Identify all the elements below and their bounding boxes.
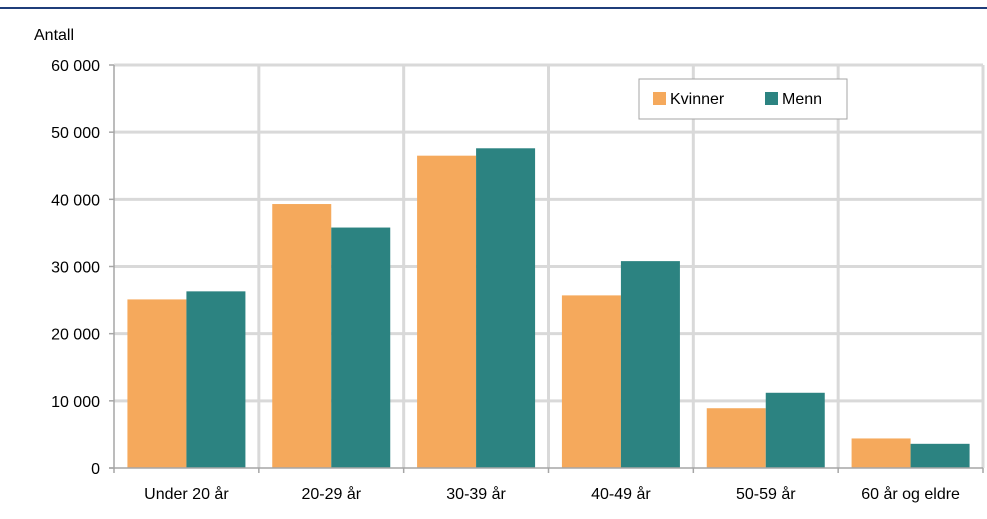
bar-kvinner-2 <box>417 155 477 469</box>
y-tick-label: 10 000 <box>51 394 100 411</box>
y-axis-title: Antall <box>34 27 74 44</box>
y-tick-labels: 0 10 000 20 000 30 000 40 000 50 000 60 000 <box>51 58 100 478</box>
bar-kvinner-5 <box>851 438 911 468</box>
x-tick-label: 50-59 år <box>736 485 796 503</box>
x-tick-label: 40-49 år <box>591 485 651 503</box>
bar-menn-0 <box>186 291 246 468</box>
legend-label-kvinner: Kvinner <box>670 91 725 108</box>
y-tick-label: 20 000 <box>51 327 100 344</box>
y-tick-label: 50 000 <box>51 125 100 142</box>
y-tick-label: 0 <box>91 461 100 478</box>
y-tick-label: 30 000 <box>51 260 100 277</box>
axes <box>109 64 984 473</box>
legend-swatch-menn <box>765 92 778 105</box>
legend-swatch-kvinner <box>653 92 666 105</box>
bar-menn-5 <box>910 443 970 468</box>
y-tick-label: 40 000 <box>51 192 100 209</box>
x-tick-label: 30-39 år <box>446 485 506 503</box>
bars <box>127 148 970 469</box>
legend-box <box>638 78 848 120</box>
legend: Kvinner Menn <box>638 78 848 120</box>
bar-kvinner-3 <box>561 295 621 468</box>
bar-menn-3 <box>620 261 680 468</box>
bar-kvinner-0 <box>127 299 187 468</box>
gridlines <box>114 63 985 468</box>
bar-menn-1 <box>331 227 391 468</box>
x-tick-label: 20-29 år <box>301 485 361 503</box>
y-tick-label: 60 000 <box>51 58 100 75</box>
bar-menn-2 <box>476 148 536 468</box>
bar-kvinner-4 <box>706 408 766 468</box>
legend-label-menn: Menn <box>782 91 822 108</box>
x-tick-label: 60 år og eldre <box>861 485 960 503</box>
x-tick-labels: Under 20 år 20-29 år 30-39 år 40-49 år 50-59… <box>144 485 960 503</box>
bar-kvinner-1 <box>272 204 332 468</box>
bar-menn-4 <box>765 392 825 468</box>
x-tick-label: Under 20 år <box>144 485 229 503</box>
